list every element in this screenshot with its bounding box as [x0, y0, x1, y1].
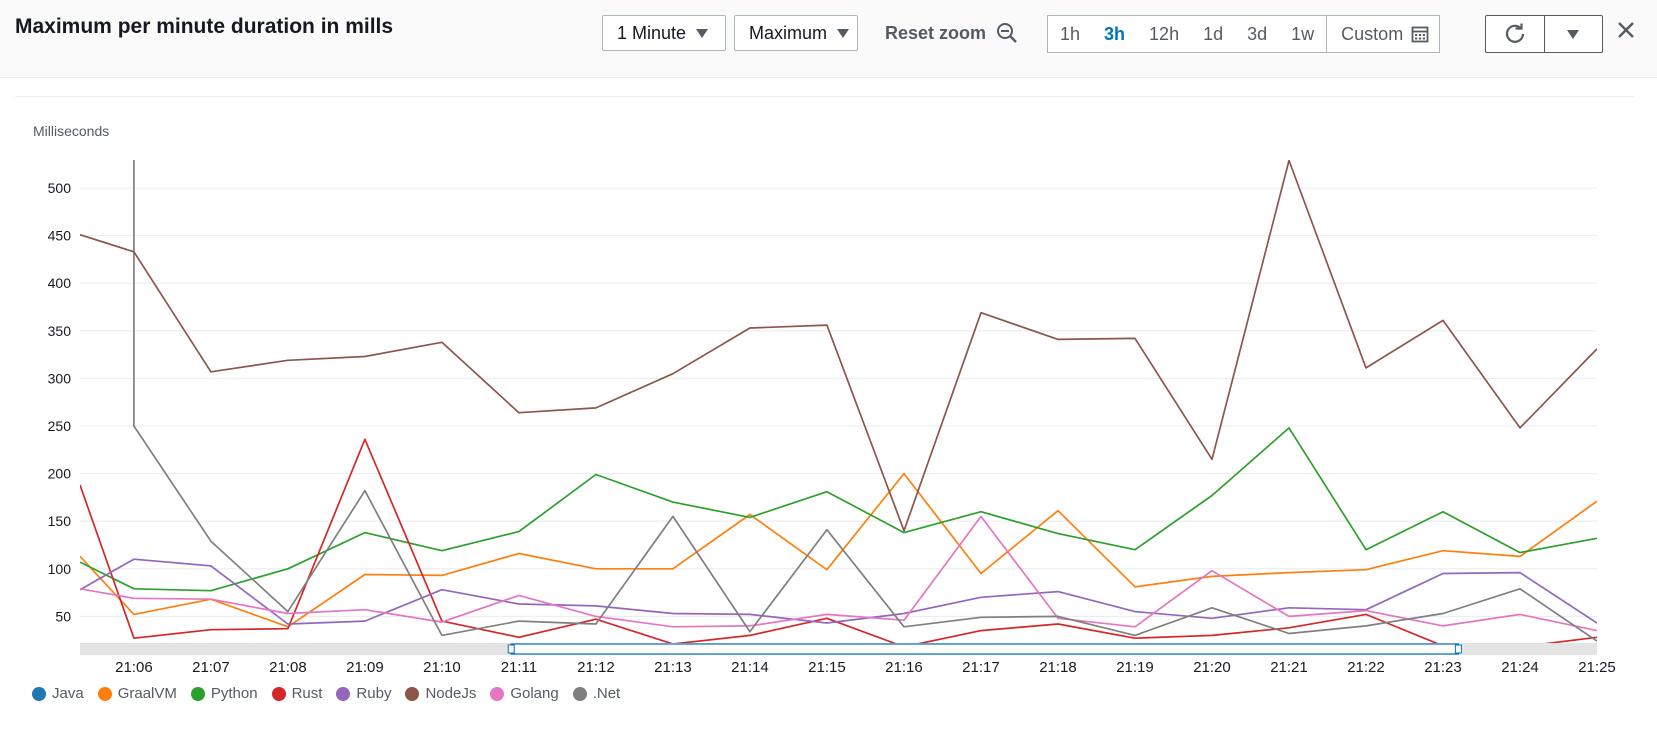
caret-down-icon [1567, 29, 1580, 39]
time-range-3h[interactable]: 3h [1104, 24, 1126, 44]
legend-label: Golang [510, 685, 559, 702]
time-range-selector: 1h 3h 12h 1d 3d 1w Custom [1047, 15, 1441, 53]
series-line-ruby[interactable] [80, 558, 1597, 625]
reset-zoom-label: Reset zoom [885, 22, 987, 43]
x-tick-label: 21:20 [1193, 659, 1231, 676]
legend-label: Java [52, 685, 84, 702]
x-tick-label: 21:23 [1424, 659, 1462, 676]
zoom-handle[interactable] [507, 644, 515, 654]
legend-swatch [336, 686, 351, 701]
time-range-1h[interactable]: 1h [1060, 24, 1081, 44]
page-title: Maximum per minute duration in mills [15, 15, 394, 38]
close-button[interactable] [1611, 15, 1641, 45]
x-tick-label: 21:10 [423, 659, 461, 676]
y-tick-label: 250 [48, 418, 72, 434]
x-tick-label: 21:16 [885, 659, 923, 676]
legend-swatch [190, 686, 205, 701]
series-line-rust[interactable] [80, 438, 1597, 647]
x-tick-label: 21:11 [501, 659, 537, 676]
y-tick-label: 500 [48, 180, 72, 196]
zoom-out-icon [997, 23, 1017, 43]
x-tick-label: 21:06 [115, 659, 153, 676]
legend-item-python[interactable]: Python [190, 685, 258, 702]
legend-item-rust[interactable]: Rust [271, 685, 323, 702]
y-tick-label: 200 [48, 466, 72, 482]
legend-swatch [490, 686, 505, 701]
legend-label: GraalVM [117, 685, 177, 702]
y-tick-label: 450 [48, 228, 72, 244]
legend-item-golang[interactable]: Golang [490, 685, 559, 702]
legend-label: Ruby [356, 685, 392, 702]
line-chart[interactable]: Milliseconds 50 100 150 200 250 300 350 400 450 50… [0, 100, 1657, 680]
y-tick-label: 400 [48, 275, 72, 291]
caret-down-icon [696, 28, 709, 38]
legend-label: NodeJs [425, 685, 477, 702]
x-tick-label: 21:19 [1116, 659, 1154, 676]
y-tick-label: 50 [55, 608, 71, 624]
x-tick-label: 21:17 [962, 659, 1000, 676]
legend-swatch [405, 686, 420, 701]
period-dropdown[interactable]: 1 Minute [602, 15, 726, 51]
refresh-button[interactable] [1486, 16, 1544, 52]
x-tick-label: 21:12 [577, 659, 615, 676]
refresh-button-group [1485, 15, 1603, 53]
header-divider [15, 96, 1635, 97]
custom-range-label: Custom [1341, 24, 1404, 44]
refresh-icon [1505, 23, 1524, 43]
time-range-1d[interactable]: 1d [1203, 24, 1224, 44]
statistic-label: Maximum [749, 22, 828, 43]
x-tick-label: 21:14 [731, 659, 769, 676]
statistic-dropdown[interactable]: Maximum [734, 15, 858, 51]
period-label: 1 Minute [617, 22, 687, 43]
time-range-3d[interactable]: 3d [1247, 24, 1268, 44]
chart-legend: Java GraalVM Python Rust Ruby NodeJs Golang .Ne… [32, 685, 634, 702]
y-tick-label: 350 [48, 323, 72, 339]
refresh-options-button[interactable] [1543, 16, 1603, 52]
close-icon [1618, 22, 1634, 38]
legend-swatch [97, 686, 112, 701]
x-tick-label: 21:24 [1501, 659, 1539, 676]
legend-label: Rust [291, 685, 323, 702]
x-tick-label: 21:15 [808, 659, 846, 676]
series-line-graalvm[interactable] [80, 472, 1597, 628]
y-tick-label: 100 [48, 561, 72, 577]
legend-swatch [572, 686, 587, 701]
x-tick-label: 21:08 [269, 659, 307, 676]
series-line-nodejs[interactable] [80, 160, 1597, 532]
reset-zoom-button[interactable]: Reset zoom [885, 15, 1018, 51]
legend-item-graalvm[interactable]: GraalVM [97, 685, 177, 702]
x-tick-label: 21:07 [192, 659, 230, 676]
zoom-selection[interactable] [510, 643, 1459, 655]
legend-item-net[interactable]: .Net [572, 685, 621, 702]
x-tick-label: 21:13 [654, 659, 692, 676]
caret-down-icon [837, 28, 850, 38]
series-line-python[interactable] [80, 427, 1597, 592]
x-tick-label: 21:25 [1578, 659, 1616, 676]
y-tick-label: 300 [48, 370, 72, 386]
legend-label: .Net [592, 685, 621, 702]
custom-range-button[interactable]: Custom [1326, 16, 1439, 52]
y-axis-label: Milliseconds [33, 123, 109, 139]
header-bar: Maximum per minute duration in mills 1 M… [0, 0, 1657, 78]
x-tick-label: 21:22 [1347, 659, 1385, 676]
x-tick-label: 21:21 [1270, 659, 1308, 676]
legend-swatch [271, 686, 286, 701]
zoom-handle[interactable] [1454, 644, 1462, 654]
time-range-1w[interactable]: 1w [1291, 24, 1315, 44]
legend-item-java[interactable]: Java [32, 685, 84, 702]
calendar-icon [1411, 26, 1429, 43]
legend-label: Python [210, 685, 258, 702]
series-line-golang[interactable] [80, 515, 1597, 632]
legend-swatch [32, 686, 46, 701]
time-range-12h[interactable]: 12h [1149, 24, 1180, 44]
y-tick-label: 150 [48, 513, 72, 529]
series-line-net[interactable] [133, 157, 1597, 642]
x-tick-label: 21:09 [346, 659, 384, 676]
legend-item-nodejs[interactable]: NodeJs [405, 685, 476, 702]
legend-item-ruby[interactable]: Ruby [336, 685, 391, 702]
x-tick-label: 21:18 [1039, 659, 1077, 676]
